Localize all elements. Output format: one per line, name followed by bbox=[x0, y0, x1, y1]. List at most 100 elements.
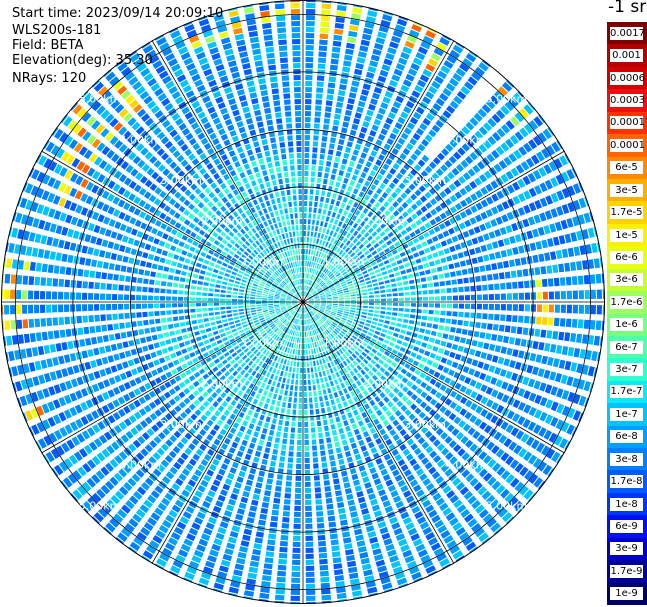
ray-gate bbox=[317, 384, 321, 390]
ray-gate bbox=[335, 16, 345, 23]
ray-gate bbox=[524, 470, 534, 481]
ray-gate bbox=[307, 294, 312, 299]
ray-gate bbox=[233, 345, 240, 351]
ray-gate bbox=[246, 350, 252, 356]
ray-gate bbox=[293, 297, 298, 300]
ray-gate bbox=[305, 33, 315, 39]
ray-gate bbox=[528, 328, 535, 336]
ray-gate bbox=[290, 589, 300, 595]
ray-gate bbox=[284, 420, 290, 427]
ray-gate bbox=[316, 87, 324, 93]
ray-gate bbox=[362, 450, 370, 458]
ray-gate bbox=[314, 298, 320, 300]
ray-gate bbox=[308, 349, 311, 355]
ray-gate bbox=[149, 412, 158, 421]
ray-gate bbox=[331, 291, 337, 294]
ray-gate bbox=[332, 405, 337, 411]
ray-gate bbox=[318, 165, 323, 172]
ray-gate bbox=[409, 231, 416, 238]
ray-gate bbox=[367, 235, 373, 242]
ray-gate bbox=[249, 353, 255, 359]
ray-gate bbox=[259, 414, 265, 421]
ray-gate bbox=[454, 214, 462, 222]
ray-gate bbox=[325, 248, 330, 254]
ray-gate bbox=[469, 321, 475, 328]
ray-gate bbox=[198, 404, 206, 412]
ray-gate bbox=[515, 164, 525, 174]
ray-gate bbox=[431, 80, 441, 90]
ray-gate bbox=[203, 474, 212, 482]
ray-gate bbox=[48, 432, 58, 443]
ray-gate bbox=[407, 325, 414, 331]
ray-gate bbox=[225, 269, 232, 274]
ray-gate bbox=[524, 315, 530, 324]
ray-gate bbox=[396, 322, 402, 328]
ray-gate bbox=[267, 539, 276, 546]
ray-gate bbox=[323, 276, 328, 281]
ray-gate bbox=[215, 453, 223, 461]
ray-gate bbox=[250, 273, 256, 277]
ray-gate bbox=[47, 192, 56, 203]
ray-gate bbox=[164, 355, 171, 362]
ray-gate bbox=[256, 324, 262, 328]
ray-gate bbox=[181, 250, 188, 256]
ray-gate bbox=[308, 207, 312, 213]
ray-gate bbox=[236, 348, 242, 354]
ray-gate bbox=[137, 277, 143, 284]
ray-gate bbox=[131, 321, 137, 328]
ray-gate bbox=[350, 291, 356, 294]
ray-gate bbox=[383, 538, 393, 546]
ray-gate bbox=[380, 222, 387, 229]
ray-gate bbox=[202, 391, 209, 398]
ray-gate bbox=[316, 277, 320, 283]
ray-gate bbox=[359, 212, 365, 219]
ray-gate bbox=[449, 517, 459, 527]
ray-gate bbox=[442, 264, 449, 271]
ray-gate bbox=[382, 235, 389, 242]
ray-gate bbox=[222, 553, 232, 562]
ray-gate bbox=[195, 262, 202, 268]
ray-gate bbox=[428, 537, 438, 546]
ray-gate bbox=[456, 504, 467, 514]
ray-gate bbox=[331, 168, 338, 175]
ray-gate bbox=[483, 455, 492, 464]
ray-gate bbox=[325, 278, 330, 283]
ray-gate bbox=[364, 519, 373, 527]
ray-gate bbox=[207, 332, 213, 338]
ray-gate bbox=[403, 163, 411, 171]
ray-gate bbox=[405, 349, 412, 355]
ray-gate bbox=[350, 261, 356, 267]
ray-gate bbox=[321, 266, 325, 272]
ray-gate bbox=[357, 347, 363, 353]
ray-gate bbox=[316, 378, 320, 384]
ray-gate bbox=[333, 366, 338, 372]
ray-gate bbox=[338, 428, 344, 434]
ray-gate bbox=[384, 370, 391, 377]
ray-gate bbox=[539, 382, 547, 392]
ray-gate bbox=[434, 519, 444, 529]
ray-gate bbox=[236, 450, 244, 458]
ray-gate bbox=[595, 320, 602, 331]
ray-gate bbox=[495, 448, 505, 458]
ray-gate bbox=[348, 329, 354, 334]
ray-gate bbox=[270, 373, 275, 380]
ray-gate bbox=[333, 280, 339, 284]
ray-gate bbox=[98, 507, 109, 518]
ray-gate bbox=[405, 522, 415, 531]
ray-gate bbox=[469, 348, 476, 356]
ray-gate bbox=[322, 240, 326, 246]
ray-gate bbox=[252, 549, 261, 556]
ray-gate bbox=[536, 316, 542, 325]
ray-gate bbox=[365, 436, 372, 443]
ray-gate bbox=[312, 445, 317, 451]
ray-gate bbox=[439, 281, 446, 287]
ray-gate bbox=[377, 521, 387, 529]
ray-gate bbox=[422, 309, 428, 314]
ray-gate bbox=[425, 112, 435, 121]
ray-gate bbox=[442, 175, 451, 184]
ray-gate bbox=[368, 306, 374, 309]
ray-gate bbox=[370, 150, 378, 157]
ray-gate bbox=[108, 219, 116, 227]
ray-gate bbox=[256, 276, 262, 280]
ray-gate bbox=[122, 235, 129, 243]
